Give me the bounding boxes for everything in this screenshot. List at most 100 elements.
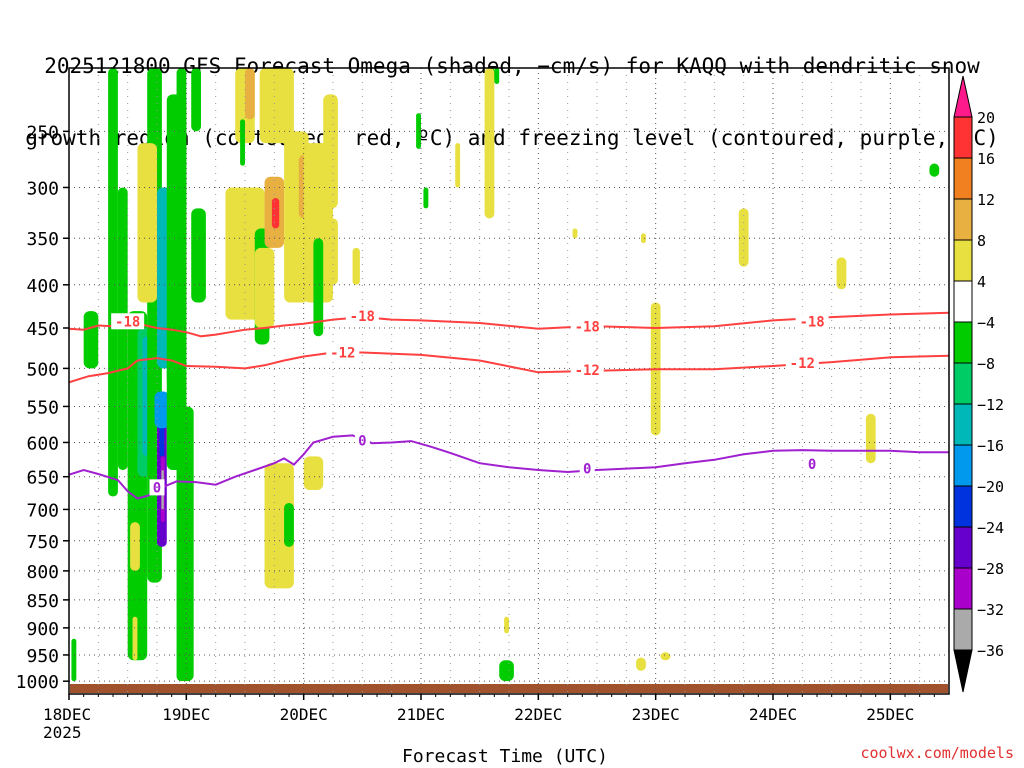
colorbar-label: −36 xyxy=(977,642,1004,660)
colorbar-box xyxy=(953,198,973,241)
contour-label: 0 xyxy=(808,457,816,473)
x-tick-label: 25DEC xyxy=(866,705,914,724)
omega-region xyxy=(284,503,294,547)
omega-region xyxy=(504,616,509,634)
colorbar-box xyxy=(953,280,973,323)
omega-region xyxy=(191,68,201,132)
contour-label: -18 xyxy=(799,314,824,330)
colorbar-label: −8 xyxy=(977,355,995,373)
colorbar-box xyxy=(953,608,973,651)
credit-link[interactable]: coolwx.com/models xyxy=(860,744,1014,762)
omega-region xyxy=(303,456,324,490)
x-axis-title: Forecast Time (UTC) xyxy=(402,746,608,767)
colorbar-box xyxy=(953,321,973,364)
omega-region xyxy=(132,616,138,661)
x-tick-label: 24DEC xyxy=(749,705,797,724)
colorbar: 20 16 12 8 4 −4 −8 −12 −16 −20 −24 −28 −32 −36 xyxy=(953,75,1004,693)
omega-region xyxy=(154,391,170,429)
omega-region xyxy=(137,143,157,303)
omega-region xyxy=(416,113,421,149)
omega-region xyxy=(641,233,646,244)
contour-label: 0 xyxy=(583,462,591,478)
colorbar-box xyxy=(953,485,973,528)
omega-region xyxy=(865,413,876,464)
colorbar-box xyxy=(953,116,973,159)
omega-region xyxy=(274,68,285,144)
omega-region xyxy=(352,247,360,285)
y-axis-ticks: 250 300 350 400 450 500 550 600 650 700 750 800 850 9… xyxy=(16,122,69,693)
y-tick-label: 350 xyxy=(26,229,59,250)
omega-region xyxy=(738,208,749,267)
y-tick-label: 300 xyxy=(26,178,59,199)
contour-label: 0 xyxy=(153,480,161,496)
colorbar-label: −32 xyxy=(977,601,1004,619)
contour-label-bg xyxy=(570,361,604,378)
y-tick-label: 800 xyxy=(26,562,59,583)
contour-line xyxy=(69,351,949,384)
x-tick-label: 20DEC xyxy=(280,705,328,724)
contour-label-bg xyxy=(795,313,829,330)
contour-label-bg xyxy=(354,432,370,449)
omega-region xyxy=(455,143,461,188)
omega-region xyxy=(499,660,514,682)
omega-region xyxy=(254,247,275,328)
colorbar-label: 4 xyxy=(977,273,986,291)
y-tick-label: 500 xyxy=(26,359,59,380)
contour-label-bg xyxy=(111,313,145,330)
contour-label: -18 xyxy=(575,319,600,335)
chart-title-line-1: 2025121800 GFS Forecast Omega (shaded, −… xyxy=(44,54,980,78)
omega-region xyxy=(264,463,294,589)
colorbar-box xyxy=(953,239,973,282)
omega-region xyxy=(836,257,847,290)
colorbar-box xyxy=(953,526,973,569)
contour-lines: -18 -18 -18 -18 -12 -12 -12 0 0 0 0 xyxy=(69,308,949,500)
colorbar-label: −4 xyxy=(977,314,995,332)
colorbar-box xyxy=(953,403,973,446)
omega-region xyxy=(484,68,495,219)
y-tick-label: 400 xyxy=(26,276,59,297)
contour-label: -12 xyxy=(575,363,600,379)
y-tick-label: 950 xyxy=(26,646,59,667)
contour-label: -12 xyxy=(330,346,355,362)
colorbar-label: −20 xyxy=(977,478,1004,496)
omega-region xyxy=(423,187,429,209)
y-tick-label: 550 xyxy=(26,397,59,418)
y-tick-label: 850 xyxy=(26,591,59,612)
colorbar-label: −12 xyxy=(977,396,1004,414)
y-tick-label: 750 xyxy=(26,532,59,553)
colorbar-label: 12 xyxy=(977,191,995,209)
colorbar-label: −24 xyxy=(977,519,1004,537)
omega-region xyxy=(271,198,280,229)
omega-region xyxy=(71,638,77,682)
x-tick-label: 22DEC xyxy=(514,705,562,724)
colorbar-box xyxy=(953,567,973,610)
contour-label: -18 xyxy=(350,309,375,325)
omega-region xyxy=(636,657,646,671)
y-tick-label: 900 xyxy=(26,619,59,640)
colorbar-label: 8 xyxy=(977,232,986,250)
contour-label-bg xyxy=(326,344,360,361)
omega-region xyxy=(245,68,255,120)
y-tick-label: 250 xyxy=(26,122,59,143)
contour-label-bg xyxy=(570,318,604,335)
ground-strip xyxy=(70,684,948,693)
omega-region xyxy=(328,218,338,285)
omega-region xyxy=(313,238,324,337)
contour-label: 0 xyxy=(358,433,366,449)
omega-region xyxy=(240,119,245,166)
omega-region xyxy=(108,68,118,497)
omega-shading xyxy=(71,68,940,682)
x-tick-label: 2025 xyxy=(43,723,82,742)
omega-region xyxy=(494,68,500,85)
omega-region xyxy=(130,522,140,571)
contour-label: -18 xyxy=(115,314,140,330)
omega-region xyxy=(83,311,99,369)
omega-region xyxy=(660,652,671,661)
colorbar-box xyxy=(953,157,973,200)
colorbar-box xyxy=(953,362,973,405)
omega-region xyxy=(572,228,578,239)
colorbar-label: 16 xyxy=(977,150,995,168)
x-tick-label: 18DEC xyxy=(43,705,91,724)
